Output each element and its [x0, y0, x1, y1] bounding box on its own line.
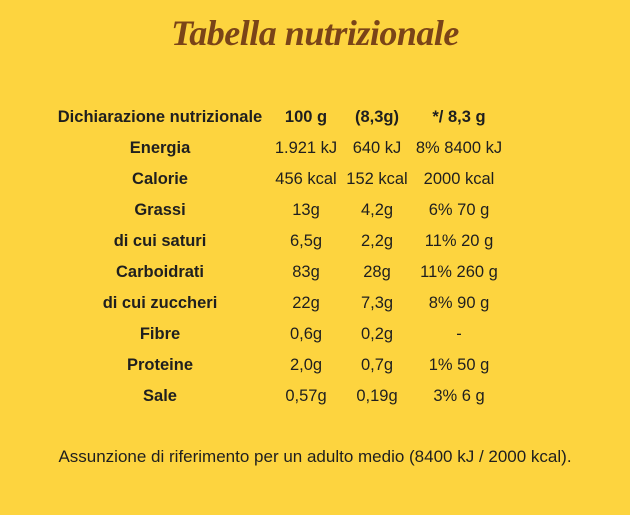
cell-value: 6% 70 g	[428, 201, 490, 219]
cell-value: -	[456, 325, 462, 343]
cell-value: 2,2g	[360, 232, 394, 250]
cell-value: 640 kJ	[352, 139, 402, 157]
cell-value: 0,57g	[285, 387, 327, 405]
cell-value: 7,3g	[360, 294, 394, 312]
row-label: di cui saturi	[113, 232, 207, 250]
cell-value: 11% 20 g	[424, 232, 494, 250]
cell-value: 1.921 kJ	[274, 139, 338, 157]
cell-value: 2000 kcal	[423, 170, 495, 188]
title: Tabella nutrizionale	[171, 13, 459, 53]
row-label: di cui zuccheri	[102, 294, 218, 312]
row-label: Grassi	[134, 201, 186, 219]
cell-value: 83g	[292, 263, 320, 281]
row-label: Carboidrati	[115, 263, 204, 281]
column-header: (8,3g)	[354, 108, 399, 126]
row-label: Fibre	[139, 325, 181, 343]
cell-value: 0,7g	[360, 356, 394, 374]
column-header: Dichiarazione nutrizionale	[57, 108, 263, 126]
row-label: Proteine	[126, 356, 194, 374]
cell-value: 0,6g	[289, 325, 323, 343]
cell-value: 8% 8400 kJ	[415, 139, 503, 157]
cell-value: 456 kcal	[275, 170, 337, 188]
column-header: */ 8,3 g	[432, 108, 486, 126]
cell-value: 0,19g	[356, 387, 398, 405]
cell-value: 6,5g	[289, 232, 323, 250]
cell-value: 22g	[292, 294, 320, 312]
row-label: Energia	[129, 139, 191, 157]
cell-value: 1% 50 g	[428, 356, 490, 374]
row-label: Sale	[143, 387, 177, 405]
footnote: Assunzione di riferimento per un adulto …	[58, 447, 572, 466]
cell-value: 28g	[363, 263, 391, 281]
cell-value: 4,2g	[360, 201, 394, 219]
cell-value: 2,0g	[289, 356, 323, 374]
cell-value: 0,2g	[360, 325, 394, 343]
cell-value: 8% 90 g	[428, 294, 490, 312]
cell-value: 11% 260 g	[420, 263, 498, 281]
cell-value: 3% 6 g	[433, 387, 485, 405]
cell-value: 13g	[292, 201, 320, 219]
column-header: 100 g	[284, 108, 328, 126]
row-label: Calorie	[132, 170, 188, 188]
cell-value: 152 kcal	[346, 170, 408, 188]
